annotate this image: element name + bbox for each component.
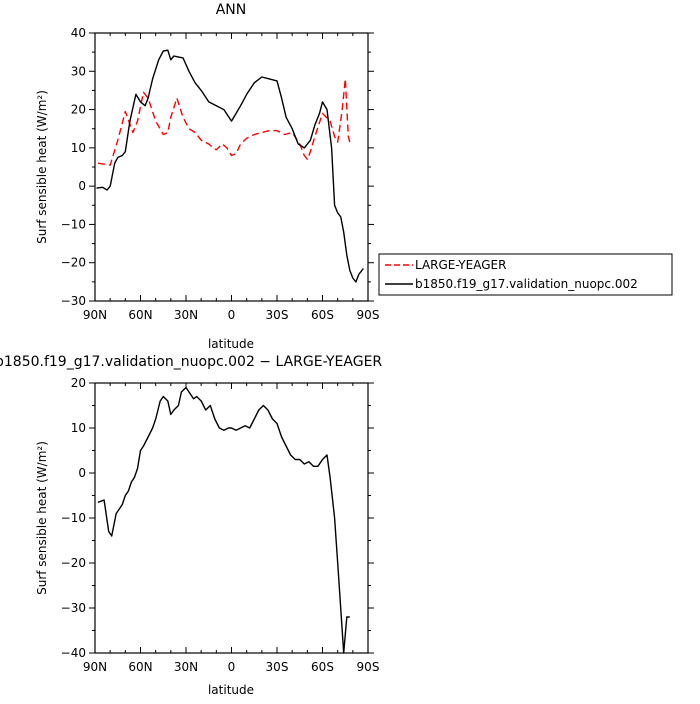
x-tick-label: 90N — [83, 660, 107, 674]
x-tick-label: 60S — [311, 660, 334, 674]
y-tick-label: −30 — [61, 601, 86, 615]
x-tick-label: 60N — [128, 660, 152, 674]
y-tick-label: −10 — [61, 511, 86, 525]
y-tick-label: 0 — [78, 179, 86, 193]
legend-label-b1850: b1850.f19_g17.validation_nuopc.002 — [415, 277, 638, 291]
x-tick-label: 30N — [174, 660, 198, 674]
x-tick-label: 90S — [357, 308, 380, 322]
y-tick-label: −20 — [61, 256, 86, 270]
y-tick-label: 10 — [71, 421, 86, 435]
y-tick-label: 20 — [71, 376, 86, 390]
x-tick-label: 0 — [228, 308, 236, 322]
panel-1-marks — [96, 49, 364, 283]
panel-1-title: ANN — [216, 2, 247, 18]
panel-1-ticks: 90N 60N 30N 0 30S 60S 90S −30 −20 −10 0 10 20 30 40 — [61, 26, 380, 322]
y-tick-label: 20 — [71, 103, 86, 117]
x-tick-label: 60S — [311, 308, 334, 322]
y-tick-label: −10 — [61, 217, 86, 231]
panel-2-plot-frame — [94, 382, 369, 654]
x-tick-label: 0 — [228, 660, 236, 674]
series-line-b1850-f19-g17-validation-nuopc-002 — [96, 49, 364, 283]
x-tick-label: 30N — [174, 308, 198, 322]
x-tick-label: 60N — [128, 308, 152, 322]
panel-2-marks — [97, 386, 350, 654]
panel-2-ticks: 90N 60N 30N 0 30S 60S 90S −40 −30 −20 −10 0 10 20 — [61, 376, 380, 674]
panel-2: b1850.f19_g17.validation_nuopc.002 − LAR… — [0, 354, 382, 697]
y-tick-label: −40 — [61, 646, 86, 660]
panel-1-legend: LARGE-YEAGER b1850.f19_g17.validation_nu… — [378, 253, 673, 296]
panel-1-x-axis-title: latitude — [208, 337, 254, 351]
x-tick-label: 30S — [266, 308, 289, 322]
x-tick-label: 90N — [83, 308, 107, 322]
y-tick-label: 0 — [78, 466, 86, 480]
series-line-diff-0 — [97, 386, 350, 654]
y-tick-label: 40 — [71, 26, 86, 40]
legend-box — [378, 253, 673, 296]
series-line-large-yeager — [97, 78, 351, 166]
legend-label-large-yeager: LARGE-YEAGER — [415, 258, 506, 272]
panel-1-y-axis-title: Surf sensible heat (W/m²) — [35, 90, 49, 244]
panel-1-plot-frame — [94, 32, 369, 302]
x-tick-label: 30S — [266, 660, 289, 674]
y-tick-label: −20 — [61, 556, 86, 570]
panel-1: ANN 90N 60N 30N 0 30S 60S 90S −30 −20 −10 0 10 20 30 4… — [35, 2, 673, 351]
panel-2-title: b1850.f19_g17.validation_nuopc.002 − LAR… — [0, 354, 382, 370]
y-tick-label: 30 — [71, 64, 86, 78]
panel-2-x-axis-title: latitude — [208, 683, 254, 697]
y-tick-label: −30 — [61, 294, 86, 308]
panel-2-y-axis-title: Surf sensible heat (W/m²) — [35, 441, 49, 595]
y-tick-label: 10 — [71, 141, 86, 155]
x-tick-label: 90S — [357, 660, 380, 674]
